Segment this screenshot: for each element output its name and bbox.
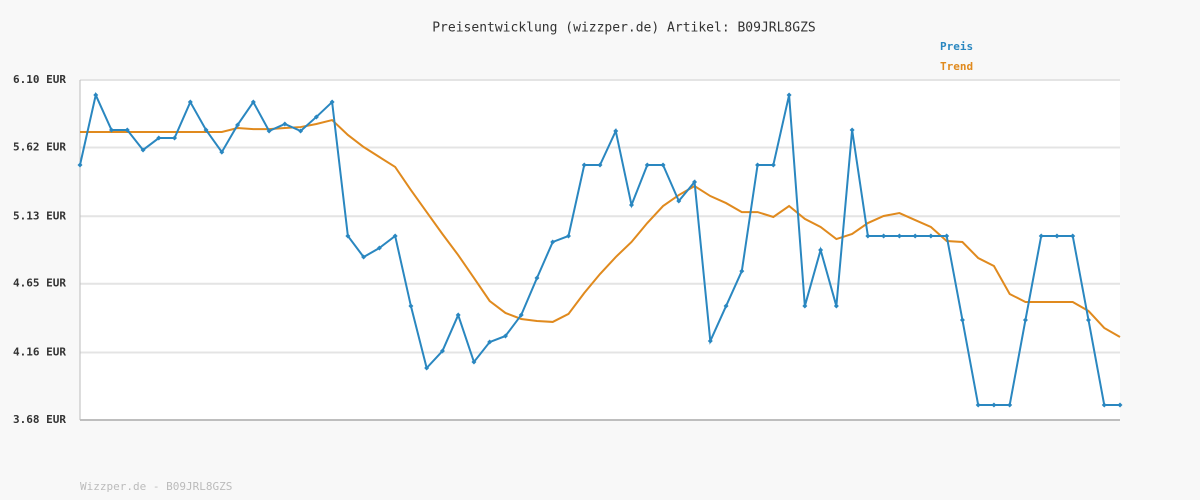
- point-marker: [707, 338, 713, 344]
- y-tick-label: 4.65 EUR: [13, 277, 66, 290]
- point-marker: [1070, 233, 1076, 239]
- y-tick-label: 3.68 EUR: [13, 413, 66, 426]
- point-marker: [266, 128, 272, 134]
- point-marker: [975, 402, 981, 408]
- point-marker: [1038, 233, 1044, 239]
- point-marker: [865, 233, 871, 239]
- point-marker: [376, 245, 382, 251]
- point-marker: [329, 99, 335, 105]
- point-marker: [676, 198, 682, 204]
- point-marker: [219, 149, 225, 155]
- point-marker: [345, 233, 351, 239]
- point-marker: [565, 233, 571, 239]
- point-marker: [156, 135, 162, 141]
- point-marker: [818, 247, 824, 253]
- legend-entry: Trend: [940, 60, 973, 73]
- point-marker: [723, 303, 729, 309]
- point-marker: [471, 359, 477, 365]
- point-marker: [613, 128, 619, 134]
- footer: Wizzper.de - B09JRL8GZS: [80, 480, 232, 493]
- plot-area: [80, 80, 1120, 420]
- point-marker: [392, 233, 398, 239]
- point-marker: [1007, 402, 1013, 408]
- legend-entry: Preis: [940, 40, 973, 53]
- point-marker: [408, 303, 414, 309]
- point-marker: [424, 365, 430, 371]
- y-tick-label: 6.10 EUR: [13, 73, 66, 86]
- point-marker: [849, 127, 855, 133]
- point-marker: [881, 233, 887, 239]
- point-marker: [235, 122, 241, 128]
- point-marker: [833, 303, 839, 309]
- point-marker: [487, 339, 493, 345]
- point-marker: [534, 275, 540, 281]
- point-marker: [802, 303, 808, 309]
- point-marker: [502, 333, 508, 339]
- point-marker: [455, 312, 461, 318]
- point-marker: [739, 268, 745, 274]
- point-marker: [912, 233, 918, 239]
- point-marker: [597, 162, 603, 168]
- point-marker: [313, 114, 319, 120]
- y-tick-label: 5.62 EUR: [13, 140, 66, 153]
- y-tick-label: 4.16 EUR: [13, 346, 66, 359]
- point-marker: [298, 128, 304, 134]
- point-marker: [93, 92, 99, 98]
- point-marker: [282, 121, 288, 127]
- point-marker: [77, 162, 83, 168]
- y-tick-label: 5.13 EUR: [13, 209, 66, 222]
- point-marker: [1117, 402, 1123, 408]
- point-marker: [187, 99, 193, 105]
- point-marker: [550, 239, 556, 245]
- point-marker: [896, 233, 902, 239]
- point-marker: [439, 348, 445, 354]
- point-marker: [991, 402, 997, 408]
- point-marker: [1085, 317, 1091, 323]
- point-marker: [109, 127, 115, 133]
- point-marker: [361, 254, 367, 260]
- point-marker: [944, 233, 950, 239]
- point-marker: [1101, 402, 1107, 408]
- point-marker: [629, 202, 635, 208]
- point-marker: [124, 127, 130, 133]
- point-marker: [581, 162, 587, 168]
- point-marker: [172, 135, 178, 141]
- point-marker: [140, 147, 146, 153]
- point-marker: [1054, 233, 1060, 239]
- point-marker: [250, 99, 256, 105]
- chart-title: Preisentwicklung (wizzper.de) Artikel: B…: [432, 21, 816, 36]
- point-marker: [770, 162, 776, 168]
- point-marker: [928, 233, 934, 239]
- point-marker: [644, 162, 650, 168]
- point-marker: [1022, 317, 1028, 323]
- point-marker: [518, 312, 524, 318]
- point-marker: [786, 92, 792, 98]
- point-marker: [203, 127, 209, 133]
- point-marker: [660, 162, 666, 168]
- point-marker: [692, 179, 698, 185]
- point-marker: [755, 162, 761, 168]
- point-marker: [959, 317, 965, 323]
